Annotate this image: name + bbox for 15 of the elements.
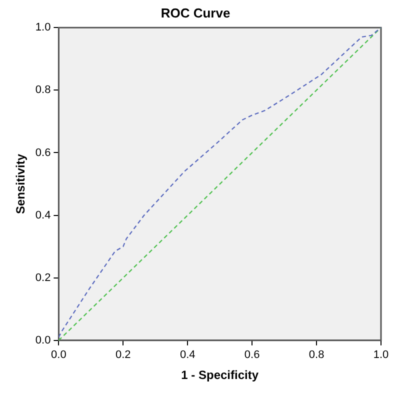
x-tick-label: 0.6 — [244, 349, 260, 362]
chart-title: ROC Curve — [160, 5, 230, 20]
x-tick-label: 0.2 — [116, 349, 131, 362]
y-tick-label: 0.8 — [35, 84, 51, 96]
y-axis-title: Sensitivity — [14, 154, 28, 214]
y-tick-label: 0.6 — [35, 146, 51, 159]
y-tick-label: 1.0 — [35, 22, 51, 34]
y-tick-label: 0.2 — [35, 272, 51, 284]
y-tick-label: 0.0 — [35, 334, 51, 346]
x-axis-title: 1 - Specificity — [181, 368, 259, 382]
y-tick-label: 0.4 — [35, 209, 51, 222]
x-tick-label: 0.0 — [51, 349, 66, 362]
x-tick-label: 1.0 — [373, 349, 389, 362]
x-tick-label: 0.8 — [308, 349, 324, 362]
x-tick-label: 0.4 — [180, 349, 196, 362]
